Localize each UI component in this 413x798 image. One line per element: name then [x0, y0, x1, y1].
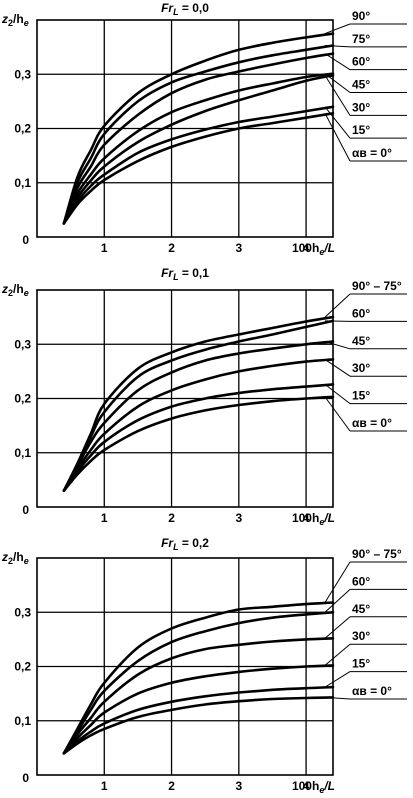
- leader-line: [325, 107, 350, 138]
- series-label: 30°: [352, 629, 370, 643]
- series-label: 15°: [352, 123, 370, 137]
- y-tick-label: 0,1: [14, 446, 31, 460]
- x-axis-label: 100he/L: [292, 241, 335, 257]
- series-label: 60°: [352, 574, 370, 588]
- leader-line: [325, 617, 350, 638]
- x-tick-label: 1: [101, 241, 108, 255]
- leader-line: [325, 384, 350, 403]
- x-tick-label: 1: [101, 779, 108, 793]
- series-label: 45°: [352, 78, 370, 92]
- series-label: 45°: [352, 334, 370, 348]
- series-label: 15°: [352, 657, 370, 671]
- series-label: 90° – 75°: [352, 547, 402, 561]
- leader-line: [325, 113, 350, 161]
- x-tick-label: 2: [168, 779, 175, 793]
- leader-line: [325, 75, 350, 115]
- leader-line: [325, 54, 350, 70]
- y-tick-label: 0,1: [14, 176, 31, 190]
- series-label: 60°: [352, 55, 370, 69]
- y-tick-label: 0,2: [14, 122, 31, 136]
- origin-label: 0: [22, 233, 29, 247]
- series-label: 30°: [352, 100, 370, 114]
- y-tick-label: 0,2: [14, 392, 31, 406]
- y-axis-label: z2/he: [1, 282, 29, 298]
- series-label: 90° – 75°: [352, 279, 402, 293]
- x-tick-label: 3: [235, 511, 242, 525]
- series-label: αв = 0°: [352, 146, 392, 160]
- series-label: 60°: [352, 306, 370, 320]
- origin-label: 0: [22, 771, 29, 785]
- leader-line: [325, 672, 350, 688]
- x-tick-label: 1: [101, 511, 108, 525]
- leader-line: [325, 397, 350, 431]
- x-tick-label: 3: [235, 241, 242, 255]
- leader-line: [325, 342, 350, 349]
- x-tick-label: 3: [235, 779, 242, 793]
- series-label: 15°: [352, 389, 370, 403]
- chart-title: FrL = 0,2: [161, 536, 209, 552]
- leader-line: [325, 589, 350, 612]
- leader-line: [325, 24, 350, 34]
- series-label: 75°: [352, 32, 370, 46]
- x-tick-label: 2: [168, 241, 175, 255]
- y-tick-label: 0,2: [14, 660, 31, 674]
- x-axis-label: 100he/L: [292, 511, 335, 527]
- y-tick-label: 0,3: [14, 605, 31, 619]
- leader-line: [325, 562, 350, 602]
- chart-title: FrL = 0,1: [161, 266, 209, 282]
- leader-line: [325, 644, 350, 665]
- origin-label: 0: [22, 503, 29, 517]
- y-tick-label: 0,3: [14, 67, 31, 81]
- y-axis-label: z2/he: [1, 12, 29, 28]
- x-axis-label: 100he/L: [292, 779, 335, 793]
- series-label: αв = 0°: [352, 684, 392, 698]
- series-label: 30°: [352, 361, 370, 375]
- series-label: 45°: [352, 602, 370, 616]
- series-label: 90°: [352, 9, 370, 23]
- series-label: αв = 0°: [352, 416, 392, 430]
- y-axis-label: z2/he: [1, 550, 29, 566]
- leader-line: [325, 294, 350, 317]
- chart-title: FrL = 0,0: [161, 1, 209, 17]
- leader-line: [325, 359, 350, 376]
- y-tick-label: 0,1: [14, 714, 31, 728]
- y-tick-label: 0,3: [14, 337, 31, 351]
- x-tick-label: 2: [168, 511, 175, 525]
